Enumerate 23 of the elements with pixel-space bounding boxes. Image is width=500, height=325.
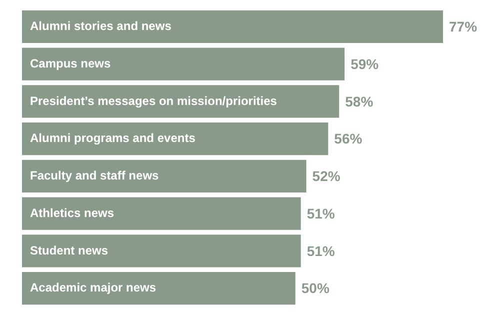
y-tick-label: Student news xyxy=(30,243,108,258)
bar xyxy=(22,122,328,156)
y-tick-label: Academic major news xyxy=(30,280,156,295)
y-tick-label: Alumni programs and events xyxy=(30,131,196,146)
y-tick-label: President’s messages on mission/priorities xyxy=(30,94,278,108)
bar xyxy=(22,48,345,80)
y-tick-label: Faculty and staff news xyxy=(30,168,160,182)
bar xyxy=(22,272,296,305)
y-tick-label: Athletics news xyxy=(30,206,114,220)
data-label: 56% xyxy=(334,130,363,147)
data-label: 51% xyxy=(306,242,336,259)
bar xyxy=(22,10,443,43)
data-label: 52% xyxy=(312,168,341,184)
bar xyxy=(22,197,301,230)
data-label: 58% xyxy=(345,93,374,110)
y-tick-label: Campus news xyxy=(30,56,112,70)
data-label: 51% xyxy=(306,205,336,222)
data-label: 77% xyxy=(449,18,478,35)
data-label: 59% xyxy=(350,56,380,72)
data-label: 50% xyxy=(301,280,330,296)
bar xyxy=(22,160,306,192)
bar xyxy=(22,234,301,268)
y-tick-label: Alumni stories and news xyxy=(30,19,172,33)
